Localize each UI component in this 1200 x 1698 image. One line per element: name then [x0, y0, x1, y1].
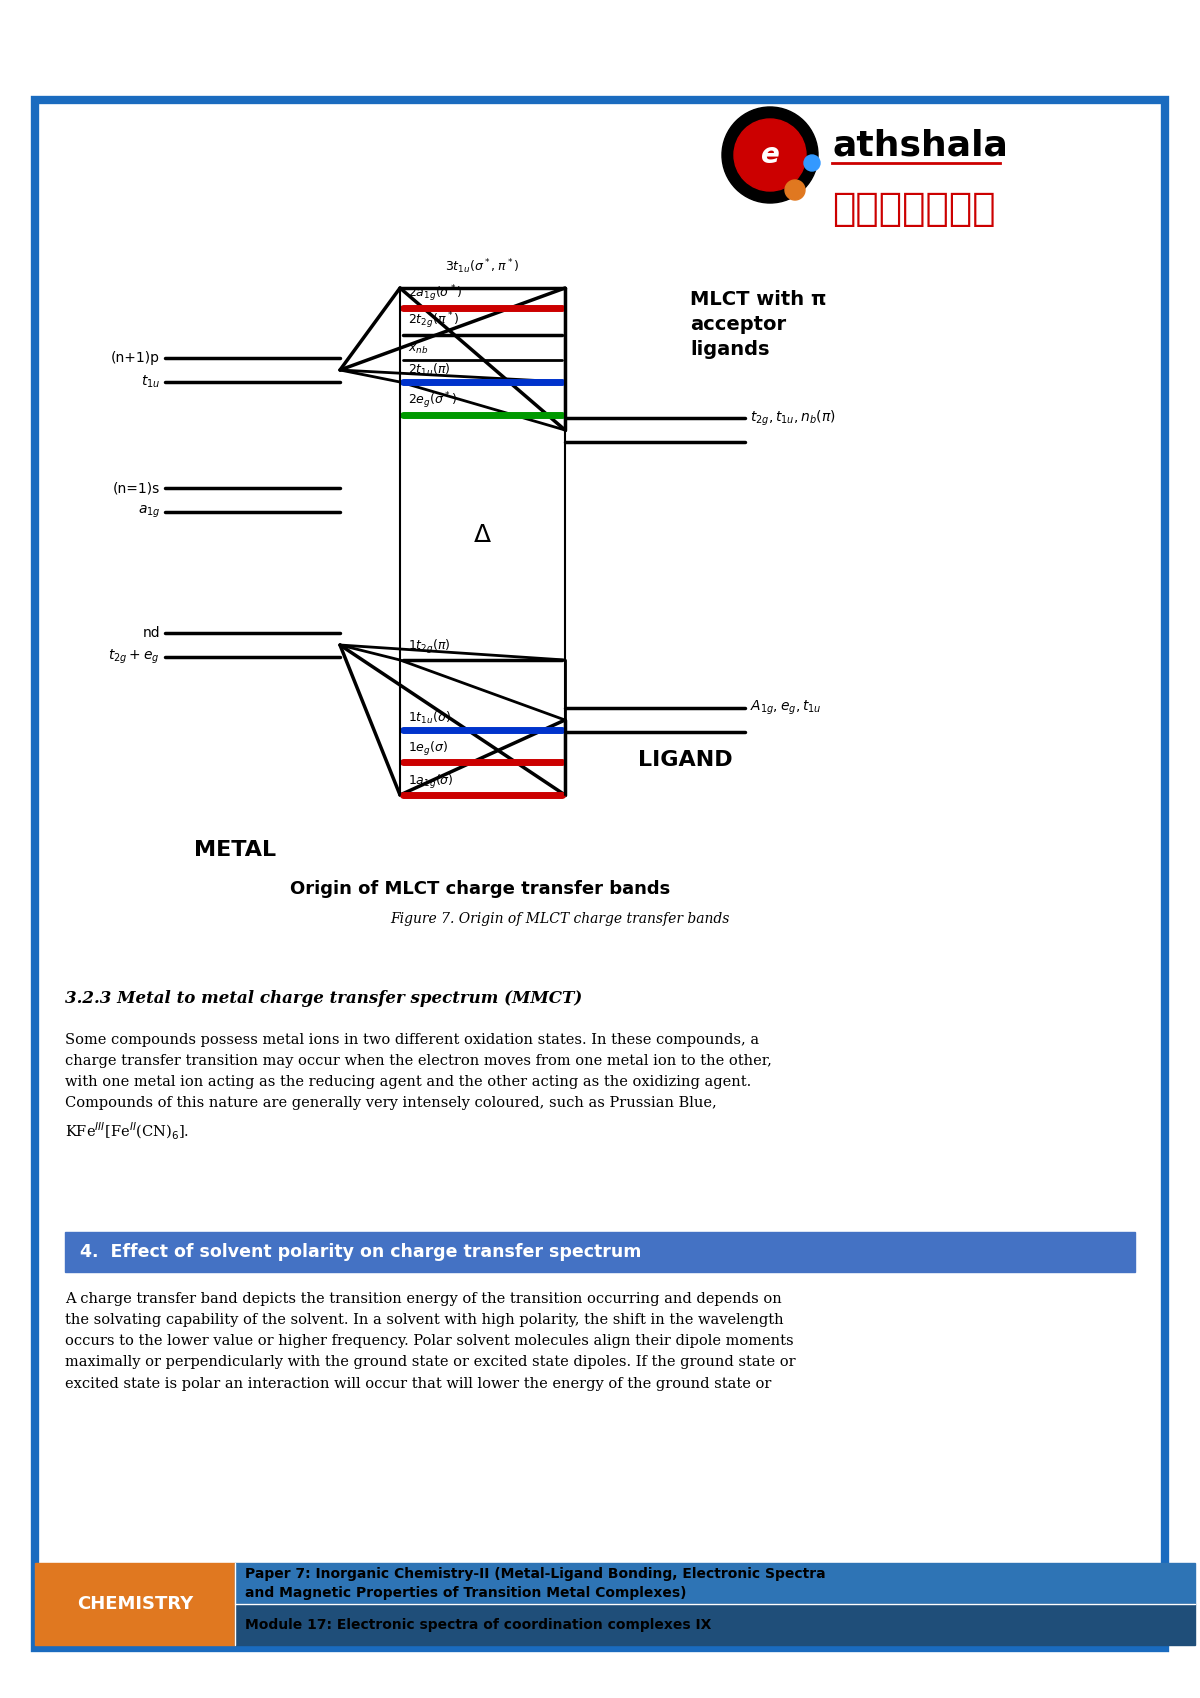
- Text: Module 17: Electronic spectra of coordination complexes IX: Module 17: Electronic spectra of coordin…: [245, 1618, 712, 1632]
- Text: पाठशाला: पाठशाला: [832, 190, 996, 228]
- Text: LIGAND: LIGAND: [637, 751, 732, 769]
- Text: 4.  Effect of solvent polarity on charge transfer spectrum: 4. Effect of solvent polarity on charge …: [80, 1243, 641, 1262]
- Text: 3.2.3 Metal to metal charge transfer spectrum (MMCT): 3.2.3 Metal to metal charge transfer spe…: [65, 990, 582, 1007]
- Bar: [235, 1605, 1195, 1645]
- Text: A charge transfer band depicts the transition energy of the transition occurring: A charge transfer band depicts the trans…: [65, 1292, 796, 1391]
- Circle shape: [722, 107, 818, 204]
- Text: CHEMISTRY: CHEMISTRY: [77, 1594, 193, 1613]
- Text: (n+1)p: (n+1)p: [112, 351, 160, 365]
- Text: $1e_g(\sigma)$: $1e_g(\sigma)$: [408, 740, 448, 757]
- Text: $t_{1u}$: $t_{1u}$: [140, 374, 160, 391]
- Text: Figure 7. Origin of MLCT charge transfer bands: Figure 7. Origin of MLCT charge transfer…: [390, 912, 730, 925]
- Text: Paper 7: Inorganic Chemistry-II (Metal-Ligand Bonding, Electronic Spectra
and Ma: Paper 7: Inorganic Chemistry-II (Metal-L…: [245, 1567, 826, 1600]
- Text: Origin of MLCT charge transfer bands: Origin of MLCT charge transfer bands: [290, 880, 670, 898]
- Text: $a_{1g}$: $a_{1g}$: [138, 504, 160, 520]
- Text: (n=1)s: (n=1)s: [113, 481, 160, 496]
- Circle shape: [785, 180, 805, 200]
- Text: METAL: METAL: [194, 841, 276, 859]
- Text: $t_{2g}+e_g$: $t_{2g}+e_g$: [108, 649, 160, 666]
- Text: $1t_{1u}(\sigma)$: $1t_{1u}(\sigma)$: [408, 710, 451, 727]
- Text: $t_{2g},t_{1u},n_b(\pi)$: $t_{2g},t_{1u},n_b(\pi)$: [750, 408, 836, 428]
- Text: MLCT with π
acceptor
ligands: MLCT with π acceptor ligands: [690, 290, 827, 358]
- Text: Some compounds possess metal ions in two different oxidation states. In these co: Some compounds possess metal ions in two…: [65, 1032, 772, 1143]
- Text: $2a_{1g}(\sigma^*)$: $2a_{1g}(\sigma^*)$: [408, 284, 462, 304]
- Bar: [235, 1562, 1195, 1605]
- Text: $\Delta$: $\Delta$: [473, 523, 492, 547]
- Text: $1a_{1g}(\sigma)$: $1a_{1g}(\sigma)$: [408, 773, 454, 791]
- Text: $2e_g(\sigma^*)$: $2e_g(\sigma^*)$: [408, 391, 457, 411]
- Text: e: e: [761, 141, 780, 170]
- Text: $2t_{2g}(\pi^*)$: $2t_{2g}(\pi^*)$: [408, 311, 460, 331]
- Circle shape: [804, 155, 820, 171]
- Text: $2t_{1u}(\pi)$: $2t_{1u}(\pi)$: [408, 362, 450, 379]
- Bar: [65, 1233, 1135, 1272]
- Circle shape: [734, 119, 806, 190]
- Bar: [35, 1562, 235, 1645]
- Text: $3t_{1u}(\sigma^*, \pi^*)$: $3t_{1u}(\sigma^*, \pi^*)$: [445, 258, 520, 277]
- Text: nd: nd: [143, 627, 160, 640]
- Text: athshala: athshala: [832, 127, 1008, 161]
- Text: $A_{1g},e_g,t_{1u}$: $A_{1g},e_g,t_{1u}$: [750, 700, 822, 717]
- Text: $1t_{2g}(\pi)$: $1t_{2g}(\pi)$: [408, 638, 450, 655]
- Text: $x_{nb}$: $x_{nb}$: [408, 343, 428, 357]
